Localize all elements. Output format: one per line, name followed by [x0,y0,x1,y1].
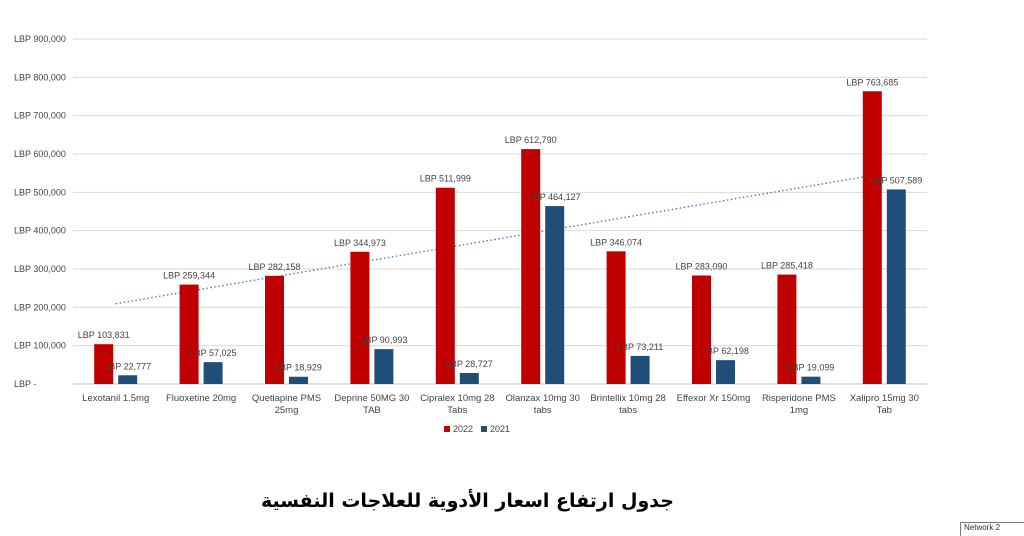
y-tick-label: LBP 200,000 [14,302,66,312]
bar-2021 [886,189,906,384]
legend-label-2021: 2021 [490,424,510,434]
bar-2022 [777,274,797,384]
data-labels: LBP 103,831 LBP 22,777 LBP 259,344 LBP 57,0… [78,77,922,372]
trendline [115,172,885,305]
y-tick-label: LBP 700,000 [14,111,66,121]
data-label-2021: LBP 90,993 [360,335,407,345]
data-label-2022: LBP 612,790 [505,135,557,145]
legend: 2022 2021 [444,424,510,434]
x-category-label: Quetiapine PMS 25mg [252,393,321,416]
data-label-2021: LBP 18,929 [275,363,322,373]
y-tick-label: LBP 500,000 [14,187,66,197]
y-tick-label: LBP 300,000 [14,264,66,274]
bar-2022 [692,275,711,384]
y-tick-label: LBP 800,000 [14,72,66,82]
x-category-label: Brintellix 10mg 28 tabs [590,393,666,416]
data-label-2022: LBP 763,685 [846,77,898,87]
bar-2021 [630,355,650,384]
bar-2022 [521,149,541,384]
data-label-2022: LBP 511,999 [420,174,471,184]
bars [94,91,906,384]
data-label-2021: LBP 464,127 [529,192,581,202]
data-label-2021: LBP 19,099 [787,363,834,373]
data-label-2022: LBP 283,090 [676,261,728,271]
bar-2021 [118,375,138,384]
y-tick-label: LBP 100,000 [14,341,66,351]
bar-2022 [606,251,626,384]
bar-2021 [716,360,735,384]
bar-2022 [350,251,370,384]
bar-2021 [203,362,223,384]
trendline-layer [115,172,885,305]
x-category-label: Effexor Xr 150mg [677,393,751,404]
y-tick-label: LBP 400,000 [14,226,66,236]
legend-label-2022: 2022 [453,424,473,434]
y-tick-label: LBP 600,000 [14,149,66,159]
data-label-2022: LBP 282,158 [249,262,301,272]
data-label-2021: LBP 507,589 [870,175,922,185]
data-label-2021: LBP 28,727 [446,359,493,369]
bar-2022 [862,91,882,384]
x-category-label: Lexotanil 1.5mg [82,393,149,404]
x-category-label: Xalipro 15mg 30 Tab [850,393,919,416]
data-label-2021: LBP 22,777 [104,361,151,371]
x-axis-category-labels: Lexotanil 1.5mg Fluoxetine 20mg Quetiapine… [82,393,919,416]
legend-swatch-2021 [481,426,487,432]
bar-2022 [94,344,114,384]
chart-caption: جدول ارتفاع اسعار الأدوية للعلاجات النفس… [261,490,674,512]
x-category-label: Risperidone PMS 1mg [762,393,836,416]
y-tick-label: LBP 900,000 [14,34,66,44]
data-label-2021: LBP 57,025 [190,348,237,358]
bar-2022 [179,284,199,384]
y-tick-label: LBP - [14,379,36,389]
x-category-label: Fluoxetine 20mg [166,393,236,404]
legend-swatch-2022 [444,426,450,432]
bar-2021 [801,376,821,384]
x-category-label: Cipralex 10mg 28 Tabs [420,393,494,416]
bar-2021 [545,206,565,384]
bar-2021 [459,372,479,384]
bar-2021 [374,349,394,384]
gridlines [73,38,927,385]
bar-chart: LBP 900,000 LBP 800,000 LBP 700,000 LBP 600… [14,34,927,434]
data-label-2022: LBP 285,418 [761,261,813,271]
y-axis-tick-labels: LBP 900,000 LBP 800,000 LBP 700,000 LBP 600… [14,34,66,389]
bar-2022 [265,275,284,384]
x-category-label: Deprine 50MG 30 TAB [334,393,409,416]
x-category-label: Olanzax 10mg 30 tabs [505,393,579,416]
data-label-2021: LBP 73,211 [617,342,663,352]
bar-2022 [435,187,455,384]
data-label-2022: LBP 346,074 [590,237,642,247]
corner-tooltip-box: Network 2 [960,522,1024,536]
data-label-2021: LBP 62,198 [702,346,749,356]
data-label-2022: LBP 103,831 [78,330,130,340]
data-label-2022: LBP 344,973 [334,238,386,248]
bar-2021 [289,376,308,384]
data-label-2022: LBP 259,344 [163,271,215,281]
